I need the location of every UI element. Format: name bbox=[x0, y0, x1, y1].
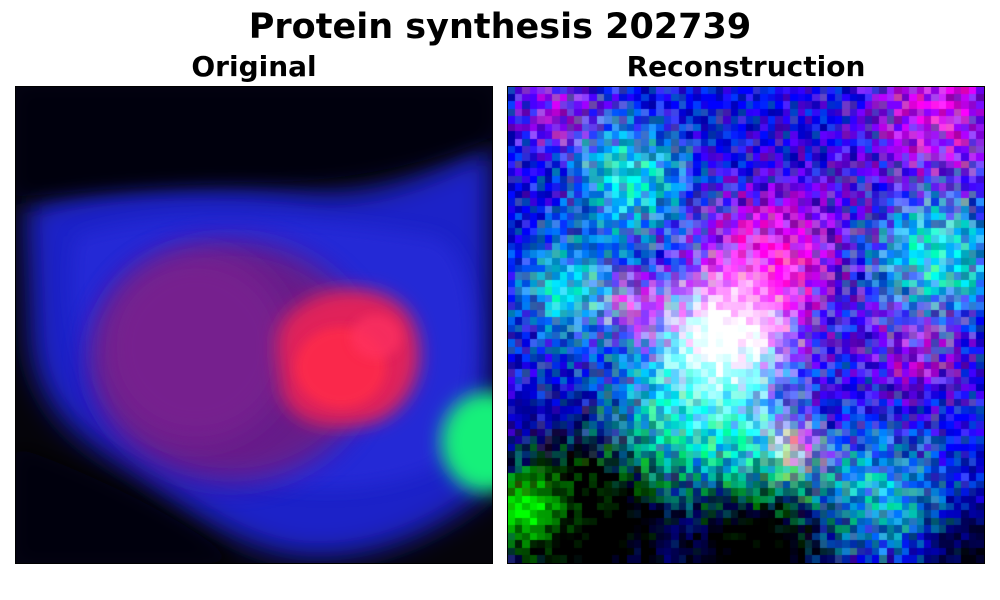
original-image bbox=[15, 86, 493, 564]
reconstruction-noisy-image bbox=[508, 87, 984, 563]
panel-title-original: Original bbox=[191, 50, 317, 83]
green-signal-region bbox=[441, 392, 492, 492]
figure-title: Protein synthesis 202739 bbox=[248, 7, 752, 47]
original-microscopy-image bbox=[16, 87, 492, 563]
panel-title-reconstruction: Reconstruction bbox=[626, 50, 866, 83]
reconstruction-image bbox=[507, 86, 985, 564]
